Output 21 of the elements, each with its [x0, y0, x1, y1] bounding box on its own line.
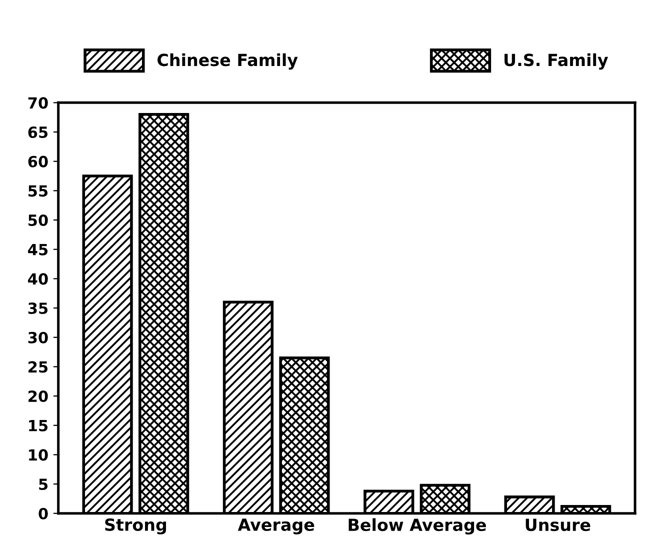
y-tick-label: 0	[38, 508, 48, 520]
y-tick-label: 5	[39, 478, 48, 490]
x-tick-label: Strong	[105, 518, 166, 534]
y-tick-label: 10	[29, 449, 48, 461]
x-tick-label: Unsure	[526, 518, 590, 532]
y-tick-label: 25	[28, 361, 48, 373]
legend-label: Chinese Family	[158, 53, 298, 70]
y-tick-label: 30	[28, 332, 48, 344]
x-tick-label: Average	[238, 518, 314, 534]
x-tick-label: Below Average	[348, 518, 486, 534]
y-tick-label: 15	[29, 420, 48, 432]
y-tick-label: 45	[28, 244, 48, 256]
y-tick-label: 60	[28, 156, 48, 168]
y-tick-label: 65	[28, 126, 48, 138]
y-tick-label: 35	[28, 302, 48, 314]
y-tick-label: 55	[28, 185, 48, 197]
legend-label: U.S. Family	[504, 53, 608, 70]
y-tick-label: 40	[28, 273, 48, 285]
y-tick-label: 50	[28, 214, 48, 226]
y-tick-label: 20	[28, 390, 48, 402]
y-tick-label: 70	[28, 97, 48, 109]
